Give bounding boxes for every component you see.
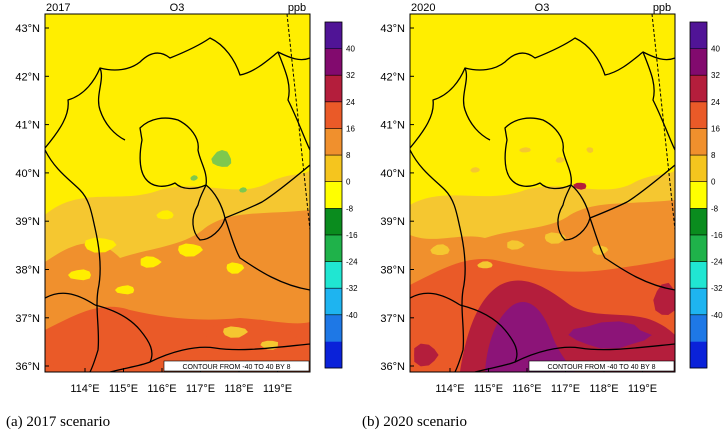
species-label: O3 xyxy=(170,2,185,14)
colorbar-label: -8 xyxy=(346,204,354,213)
colorbar-label: -40 xyxy=(346,311,358,320)
unit-label: ppb xyxy=(288,2,306,14)
colorbar-swatch xyxy=(325,182,342,209)
colorbar-swatch xyxy=(325,262,342,289)
colorbar-label: 40 xyxy=(346,45,355,54)
lat-label: 36°N xyxy=(380,361,405,373)
colorbar-label: -8 xyxy=(711,204,719,213)
lon-label: 119°E xyxy=(263,383,292,395)
lon-label: 116°E xyxy=(147,383,176,395)
lat-label: 39°N xyxy=(380,216,405,228)
lat-label: 39°N xyxy=(15,216,40,228)
colorbar-label: 40 xyxy=(711,45,720,54)
lon-label: 114°E xyxy=(70,383,99,395)
colorbar-swatch xyxy=(325,155,342,182)
colorbar-label: 32 xyxy=(346,71,355,80)
colorbar-swatch xyxy=(325,208,342,235)
colorbar-swatch xyxy=(690,182,707,209)
lon-label: 115°E xyxy=(109,383,138,395)
year-label: 2020 xyxy=(411,2,435,14)
colorbar-swatch xyxy=(690,288,707,315)
ozone-field xyxy=(410,14,677,372)
colorbar-swatch xyxy=(690,49,707,76)
colorbar-swatch xyxy=(690,341,707,368)
lat-label: 43°N xyxy=(380,23,405,35)
contour-note: CONTOUR FROM -40 TO 40 BY 8 xyxy=(164,361,309,371)
contour-note-text: CONTOUR FROM -40 TO 40 BY 8 xyxy=(182,364,290,371)
colorbar-label: 0 xyxy=(346,178,351,187)
colorbar-label: -32 xyxy=(346,284,358,293)
colorbar: 40 32 24 16 8 0 -8 -16 -24 -32 -40 xyxy=(325,22,358,368)
year-label: 2017 xyxy=(46,2,70,14)
lon-label: 117°E xyxy=(186,383,215,395)
colorbar-swatch xyxy=(690,102,707,129)
colorbar-label: 16 xyxy=(346,124,355,133)
colorbar-swatch xyxy=(690,155,707,182)
colorbar-label: 32 xyxy=(711,71,720,80)
colorbar-swatch xyxy=(325,102,342,129)
colorbar-swatch xyxy=(325,75,342,102)
colorbar-swatch xyxy=(690,128,707,155)
colorbar-swatch xyxy=(325,288,342,315)
unit-label: ppb xyxy=(653,2,671,14)
colorbar-label: -32 xyxy=(711,284,723,293)
colorbar-swatch xyxy=(690,262,707,289)
lon-label: 119°E xyxy=(628,383,657,395)
lat-label: 37°N xyxy=(15,313,40,325)
caption-2020: (b) 2020 scenario xyxy=(362,414,467,431)
lat-label: 42°N xyxy=(380,71,405,83)
colorbar-swatch xyxy=(325,22,342,49)
lat-label: 42°N xyxy=(15,71,40,83)
lat-label: 41°N xyxy=(15,120,40,132)
lat-label: 37°N xyxy=(380,313,405,325)
colorbar-swatch xyxy=(690,75,707,102)
colorbar-swatch xyxy=(325,49,342,76)
lat-label: 38°N xyxy=(380,265,405,277)
map-panel-2017: 2017 O3 ppb 43°N 42°N 41°N 40°N 39°N 38°N 37°N 36°… xyxy=(0,0,360,410)
lat-label: 40°N xyxy=(380,168,405,180)
lon-label: 116°E xyxy=(512,383,541,395)
ozone-field xyxy=(45,14,310,372)
colorbar-label: -40 xyxy=(711,311,723,320)
colorbar-label: 0 xyxy=(711,178,716,187)
colorbar-swatch xyxy=(690,315,707,342)
lat-label: 36°N xyxy=(15,361,40,373)
lat-label: 40°N xyxy=(15,168,40,180)
colorbar-label: -24 xyxy=(346,258,358,267)
colorbar: 40 32 24 16 8 0 -8 -16 -24 -32 -40 xyxy=(690,22,723,368)
colorbar-swatch xyxy=(325,315,342,342)
colorbar-label: 24 xyxy=(711,98,720,107)
lon-label: 115°E xyxy=(474,383,503,395)
colorbar-swatch xyxy=(690,208,707,235)
lon-label: 118°E xyxy=(224,383,253,395)
colorbar-swatch xyxy=(325,128,342,155)
colorbar-swatch xyxy=(690,235,707,262)
caption-2017: (a) 2017 scenario xyxy=(6,414,110,431)
colorbar-label: 8 xyxy=(346,151,351,160)
colorbar-label: -16 xyxy=(346,231,358,240)
lat-label: 41°N xyxy=(380,120,405,132)
colorbar-label: 24 xyxy=(346,98,355,107)
lon-label: 118°E xyxy=(589,383,618,395)
contour-note: CONTOUR FROM -40 TO 40 BY 8 xyxy=(529,361,674,371)
species-label: O3 xyxy=(535,2,550,14)
map-panel-2020: 2020 O3 ppb 43°N 42°N 41°N 40°N 39°N 38°N 37°N 36°… xyxy=(365,0,725,410)
lat-label: 38°N xyxy=(15,265,40,277)
lat-label: 43°N xyxy=(15,23,40,35)
colorbar-label: -16 xyxy=(711,231,723,240)
lon-label: 114°E xyxy=(435,383,464,395)
colorbar-swatch xyxy=(325,235,342,262)
colorbar-label: -24 xyxy=(711,258,723,267)
colorbar-label: 16 xyxy=(711,124,720,133)
colorbar-swatch xyxy=(690,22,707,49)
colorbar-swatch xyxy=(325,341,342,368)
lon-label: 117°E xyxy=(551,383,580,395)
colorbar-label: 8 xyxy=(711,151,716,160)
contour-note-text: CONTOUR FROM -40 TO 40 BY 8 xyxy=(547,364,655,371)
